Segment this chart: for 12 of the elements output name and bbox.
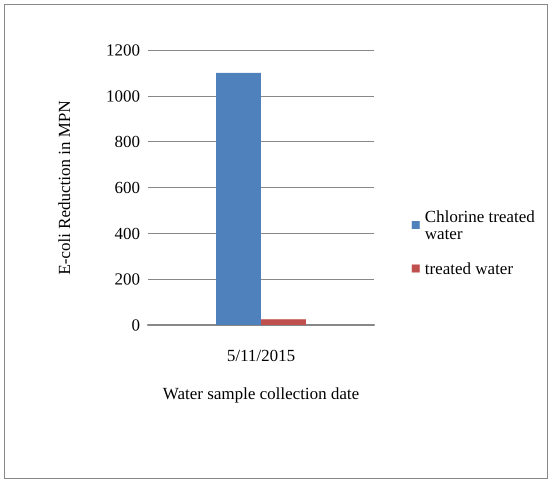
y-tick-label: 0 (132, 316, 140, 334)
y-tick-label: 600 (114, 178, 140, 197)
x-tick-label: 5/11/2015 (226, 346, 296, 365)
y-tick-label: 400 (114, 224, 140, 243)
y-tick-label: 800 (114, 132, 140, 152)
legend-label: treated water (424, 259, 514, 278)
y-tick-label: 1000 (106, 86, 140, 106)
y-axis-title: E-coli Reduction in MPN (55, 100, 74, 275)
y-tick-label: 1200 (106, 40, 140, 60)
y-tick-label: 200 (114, 270, 140, 289)
x-axis-title: Water sample collection date (162, 384, 360, 403)
legend-label: Chlorine treated water (424, 207, 540, 243)
